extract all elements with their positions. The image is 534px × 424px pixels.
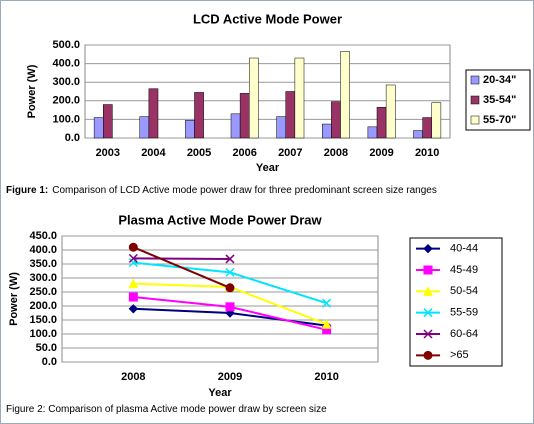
marker <box>225 254 235 264</box>
legend-label: 40-44 <box>450 243 478 255</box>
y-tick-label: 250.0 <box>29 286 57 298</box>
y-tick-label: 400.0 <box>29 244 57 256</box>
plot-area <box>61 235 379 363</box>
bar <box>376 107 387 139</box>
bar <box>385 84 396 139</box>
y-tick-label: 0.0 <box>65 132 80 144</box>
y-tick-label: 450.0 <box>29 230 57 242</box>
y-axis-label: Power (W) <box>8 272 20 326</box>
legend-marker <box>423 329 433 339</box>
bar <box>93 117 104 139</box>
marker <box>128 292 138 302</box>
x-tick-label: 2010 <box>415 147 439 159</box>
bar <box>194 92 204 139</box>
y-tick-label: 200.0 <box>29 300 57 312</box>
legend-label: >65 <box>450 349 469 361</box>
y-tick-label: 350.0 <box>29 258 57 270</box>
marker <box>128 258 138 268</box>
bar <box>239 93 250 139</box>
x-tick-label: 2009 <box>218 371 242 383</box>
bar <box>139 116 150 139</box>
x-tick-label: 2008 <box>324 147 348 159</box>
x-tick-label: 2005 <box>187 147 211 159</box>
y-tick-label: 500.0 <box>52 39 80 51</box>
bar <box>103 104 113 139</box>
legend-marker <box>423 243 433 254</box>
bar <box>148 88 159 139</box>
x-tick-label: 2009 <box>369 147 393 159</box>
bar <box>331 101 341 139</box>
legend-marker <box>423 286 433 296</box>
bar <box>285 91 296 139</box>
caption: Figure 2: Comparison of plasma Active mo… <box>6 404 327 415</box>
y-tick-label: 100.0 <box>29 328 57 340</box>
legend-label: 20-34" <box>483 74 516 86</box>
legend-box <box>409 237 503 367</box>
x-axis-label: Year <box>256 162 280 174</box>
bar <box>431 102 442 139</box>
bar <box>230 113 241 139</box>
caption-label: Figure 1: <box>6 185 48 196</box>
y-tick-label: 0.0 <box>42 356 57 368</box>
bar <box>185 120 195 139</box>
marker <box>225 283 235 293</box>
y-axis-label: Power (W) <box>26 64 38 118</box>
legend-label: 50-54 <box>450 285 478 297</box>
y-tick-label: 100.0 <box>52 113 80 125</box>
chart-title: Plasma Active Mode Power Draw <box>118 212 322 227</box>
marker <box>128 242 138 252</box>
legend-marker <box>423 308 433 318</box>
legend-label: 55-70" <box>483 114 516 126</box>
marker <box>128 304 139 314</box>
bar <box>422 117 432 139</box>
legend-marker <box>423 265 433 275</box>
marker <box>128 278 139 289</box>
bar <box>294 57 305 139</box>
x-tick-label: 2007 <box>278 147 302 159</box>
x-tick-label: 2010 <box>314 371 338 383</box>
y-tick-label: 50.0 <box>36 342 57 354</box>
y-tick-label: 200.0 <box>52 95 80 107</box>
marker <box>225 302 235 312</box>
legend-label: 55-59 <box>450 307 478 319</box>
marker <box>321 319 332 329</box>
bar <box>367 126 378 139</box>
legend-swatch <box>470 75 480 85</box>
line <box>132 246 231 289</box>
x-axis-label: Year <box>208 387 232 399</box>
legend-swatch <box>470 115 480 125</box>
y-tick-label: 300.0 <box>52 76 80 88</box>
y-tick-label: 150.0 <box>29 314 57 326</box>
x-tick-label: 2006 <box>232 147 256 159</box>
x-tick-label: 2003 <box>96 147 120 159</box>
chart-title: LCD Active Mode Power <box>193 11 342 26</box>
bar <box>276 116 286 139</box>
caption-text: Figure 2: Comparison of plasma Active mo… <box>6 404 327 415</box>
line <box>133 257 231 260</box>
legend-marker <box>423 350 433 360</box>
x-tick-label: 2004 <box>141 147 166 159</box>
legend-label: 60-64 <box>450 328 478 340</box>
bar <box>322 123 332 139</box>
caption-text: Comparison of LCD Active mode power draw… <box>52 185 437 196</box>
x-tick-label: 2008 <box>121 371 145 383</box>
legend-label: 45-49 <box>450 264 478 276</box>
bar <box>249 57 259 139</box>
bar <box>413 130 423 139</box>
marker <box>322 298 332 308</box>
legend-swatch <box>470 95 480 105</box>
marker <box>128 253 138 263</box>
legend-label: 35-54" <box>483 94 516 106</box>
caption: Figure 1: Comparison of LCD Active mode p… <box>6 185 437 196</box>
y-tick-label: 300.0 <box>29 272 57 284</box>
y-tick-label: 400.0 <box>52 58 80 70</box>
bar <box>340 51 350 139</box>
marker <box>225 267 235 277</box>
